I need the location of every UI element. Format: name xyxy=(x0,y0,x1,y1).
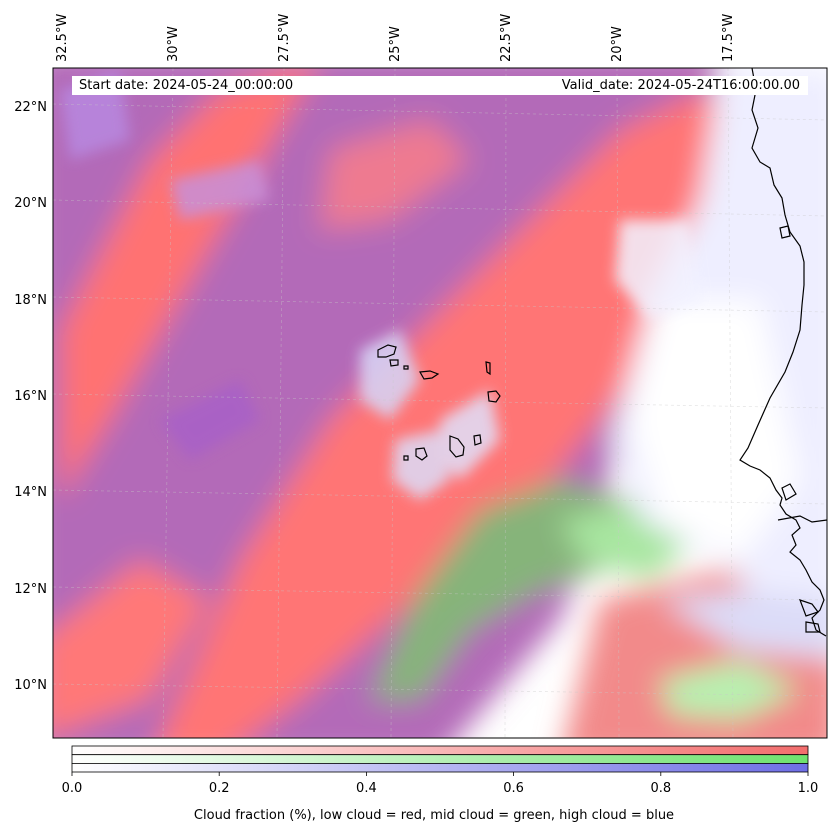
lat-label: 16°N xyxy=(14,389,47,404)
lat-label: 10°N xyxy=(14,678,47,693)
lon-label: 32.5°W xyxy=(55,14,70,62)
coastline xyxy=(739,68,827,637)
colorbar-low-cloud xyxy=(71,745,809,756)
lat-label: 14°N xyxy=(14,485,47,500)
colorbar-mid-cloud xyxy=(71,754,809,764)
lat-label: 18°N xyxy=(14,293,47,308)
lon-label: 20°W xyxy=(610,26,625,62)
lon-label: 30°W xyxy=(166,26,181,62)
lat-label: 12°N xyxy=(14,582,47,597)
date-banner: Start date: 2024-05-24_00:00:00 Valid_da… xyxy=(72,76,808,95)
colorbar-tick-label: 0.4 xyxy=(356,781,377,796)
lon-label: 27.5°W xyxy=(277,14,292,62)
colorbar: 0.0 0.2 0.4 0.6 0.8 1.0 xyxy=(62,745,819,796)
colorbar-tick-label: 0.6 xyxy=(503,781,524,796)
lon-label: 17.5°W xyxy=(721,14,736,62)
cape-verde-islands xyxy=(377,344,501,461)
latitude-labels: 22°N 20°N 18°N 16°N 14°N 12°N 10°N xyxy=(14,100,47,693)
valid-date-label: Valid_date: 2024-05-24T16:00:00.00 xyxy=(561,78,800,93)
cloud-field xyxy=(53,68,827,738)
lat-label: 20°N xyxy=(14,196,47,211)
start-date-label: Start date: 2024-05-24_00:00:00 xyxy=(79,78,294,93)
colorbar-caption: Cloud fraction (%), low cloud = red, mid… xyxy=(193,808,675,823)
colorbar-tick-label: 0.2 xyxy=(209,781,230,796)
colorbar-high-cloud xyxy=(71,763,809,773)
colorbar-tick-label: 0.8 xyxy=(650,781,671,796)
lat-label: 22°N xyxy=(14,100,47,115)
colorbar-tick-label: 1.0 xyxy=(798,781,819,796)
colorbar-tick-label: 0.0 xyxy=(62,781,83,796)
lon-label: 22.5°W xyxy=(499,14,514,62)
longitude-labels: 32.5°W 30°W 27.5°W 25°W 22.5°W 20°W 17.5… xyxy=(55,14,736,62)
lon-label: 25°W xyxy=(388,26,403,62)
